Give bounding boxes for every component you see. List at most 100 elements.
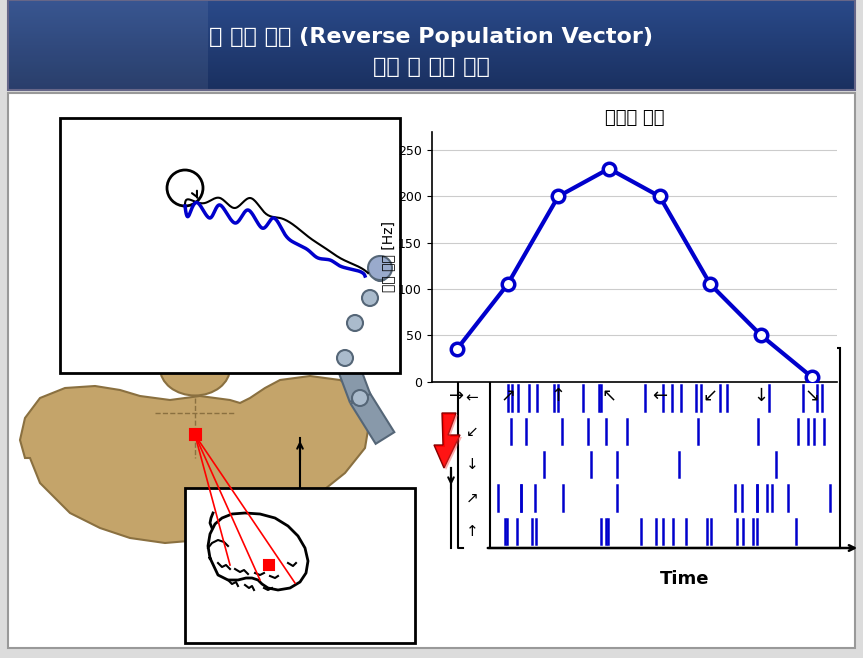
Y-axis label: 자극 빈도 [Hz]: 자극 빈도 [Hz] <box>381 221 395 292</box>
Text: ↙: ↙ <box>466 424 478 439</box>
Bar <box>8 5 855 6</box>
Bar <box>8 59 855 60</box>
Bar <box>8 7 855 8</box>
Bar <box>8 66 855 67</box>
Bar <box>8 63 855 64</box>
Polygon shape <box>436 415 462 470</box>
Bar <box>8 79 855 80</box>
Bar <box>185 488 415 643</box>
Bar <box>8 57 855 58</box>
Bar <box>8 42 855 43</box>
Circle shape <box>372 265 388 281</box>
Bar <box>8 67 855 68</box>
Bar <box>8 29 855 30</box>
Bar <box>8 25 855 26</box>
Bar <box>8 71 855 72</box>
Bar <box>8 19 855 20</box>
Bar <box>8 13 855 14</box>
Bar <box>8 53 855 54</box>
Bar <box>8 6 855 7</box>
Bar <box>8 31 855 32</box>
Bar <box>8 41 855 42</box>
Bar <box>8 82 855 83</box>
Bar <box>8 69 855 70</box>
Text: ↗: ↗ <box>466 490 478 505</box>
Bar <box>8 38 855 39</box>
Polygon shape <box>350 392 394 444</box>
Bar <box>190 429 201 440</box>
Bar <box>8 85 855 86</box>
Bar <box>8 9 855 10</box>
Bar <box>8 43 855 44</box>
Bar <box>8 52 855 53</box>
Text: 기반 뇌 자극 기술: 기반 뇌 자극 기술 <box>373 57 489 77</box>
Bar <box>8 34 855 35</box>
Bar <box>8 58 855 59</box>
Bar <box>8 74 855 75</box>
Bar <box>8 0 855 90</box>
Bar <box>8 56 855 57</box>
Bar <box>8 80 855 81</box>
Bar <box>8 62 855 63</box>
Bar <box>8 78 855 79</box>
Bar <box>8 3 855 4</box>
Bar <box>8 75 855 76</box>
Bar <box>8 8 855 9</box>
Ellipse shape <box>160 340 230 395</box>
Bar <box>8 37 855 38</box>
Bar <box>8 32 855 33</box>
Bar <box>8 18 855 19</box>
Bar <box>8 49 855 50</box>
Bar <box>8 14 855 15</box>
Bar <box>8 28 855 29</box>
Bar <box>8 11 855 12</box>
Bar <box>8 20 855 21</box>
Bar <box>8 55 855 56</box>
Bar <box>8 61 855 62</box>
Bar <box>8 77 855 78</box>
Bar <box>8 26 855 27</box>
Bar <box>8 2 855 3</box>
Bar <box>8 73 855 74</box>
Bar <box>8 47 855 48</box>
Text: ↑: ↑ <box>466 524 478 539</box>
Polygon shape <box>335 354 370 402</box>
Bar <box>60 118 400 373</box>
Polygon shape <box>335 320 366 361</box>
Bar <box>8 27 855 28</box>
Bar <box>8 68 855 69</box>
Bar <box>8 0 208 90</box>
Bar <box>8 36 855 37</box>
Bar <box>8 10 855 11</box>
Bar <box>8 46 855 47</box>
Bar <box>8 21 855 22</box>
Bar <box>8 30 855 31</box>
Text: Time: Time <box>660 570 709 588</box>
Polygon shape <box>360 269 390 302</box>
Polygon shape <box>434 413 460 468</box>
Bar <box>8 76 855 77</box>
Circle shape <box>352 390 368 406</box>
Bar <box>8 89 855 90</box>
Bar <box>8 51 855 52</box>
Bar <box>8 44 855 45</box>
Bar <box>8 16 855 17</box>
Bar <box>8 39 855 40</box>
Bar <box>8 60 855 61</box>
Circle shape <box>368 256 392 280</box>
Title: 코사인 튜닝: 코사인 튜닝 <box>605 109 664 127</box>
Bar <box>8 22 855 23</box>
FancyArrow shape <box>564 283 616 325</box>
Bar <box>8 0 855 1</box>
Polygon shape <box>345 292 380 328</box>
Bar <box>8 35 855 36</box>
Circle shape <box>337 350 353 366</box>
Bar <box>8 4 855 5</box>
Bar <box>8 40 855 41</box>
Bar <box>8 88 855 89</box>
Bar <box>8 84 855 85</box>
Bar <box>8 15 855 16</box>
Bar <box>8 64 855 65</box>
Bar <box>8 87 855 88</box>
Bar <box>8 23 855 24</box>
